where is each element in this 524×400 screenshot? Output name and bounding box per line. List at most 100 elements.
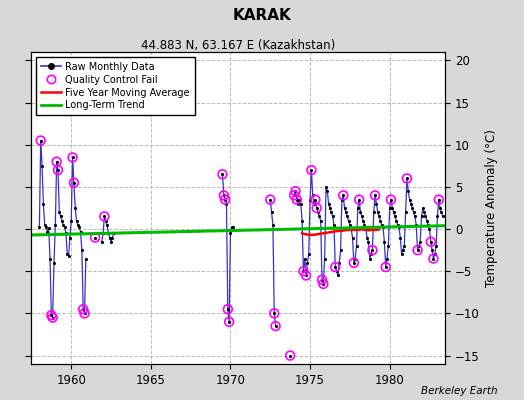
Point [436,205,444,211]
Point [299,268,308,274]
Point [62,230,70,236]
Point [351,255,359,262]
Point [71,205,80,211]
Point [432,243,440,249]
Point [347,226,355,232]
Point [387,196,395,203]
Point [67,218,75,224]
Point [286,352,294,359]
Point [429,255,438,262]
Point [350,260,358,266]
Point [292,196,301,203]
Text: Berkeley Earth: Berkeley Earth [421,386,498,396]
Point [301,255,309,262]
Text: KARAK: KARAK [233,8,291,23]
Point [383,255,391,262]
Point [389,209,398,216]
Point [219,171,227,178]
Point [107,238,115,245]
Point [350,260,358,266]
Point [332,268,341,274]
Point [79,306,88,312]
Point [43,228,51,235]
Point [427,238,435,245]
Point [364,238,373,245]
Point [403,175,411,182]
Point [72,218,81,224]
Point [47,312,56,318]
Point [339,192,347,198]
Point [39,200,48,207]
Point [47,312,56,318]
Point [399,247,407,253]
Point [50,260,58,266]
Point [366,255,374,262]
Point [346,222,354,228]
Point [266,196,275,203]
Point [51,222,60,228]
Point [77,228,85,235]
Point [45,225,53,232]
Point [414,243,423,249]
Point [334,272,342,279]
Point [290,192,298,198]
Point [413,247,422,253]
Point [371,192,379,198]
Point [403,175,411,182]
Point [52,158,61,165]
Point [413,247,422,253]
Point [70,180,78,186]
Point [105,234,114,241]
Point [82,255,90,262]
Point [316,218,325,224]
Point [354,205,362,211]
Point [344,218,353,224]
Point [75,224,83,230]
Point [437,209,445,216]
Point [60,223,69,230]
Point [319,281,328,287]
Point [304,251,313,258]
Point [307,167,315,173]
Point [294,200,302,207]
Point [225,319,233,325]
Point [103,222,111,228]
Point [226,230,235,236]
Point [401,209,410,216]
Point [104,230,113,236]
Point [266,196,275,203]
Point [80,310,89,317]
Point [419,205,427,211]
Point [356,209,365,216]
Point [343,213,352,220]
Point [57,213,65,220]
Point [63,251,71,258]
Point [326,205,334,211]
Point [267,209,276,216]
Point [292,196,301,203]
Point [323,188,332,194]
Point [423,218,431,224]
Point [411,213,419,220]
Point [377,222,386,228]
Point [271,323,280,329]
Point [327,209,335,216]
Point [368,247,377,253]
Point [408,205,417,211]
Point [270,310,278,317]
Point [309,192,317,198]
Point [367,251,375,258]
Point [433,213,442,220]
Point [387,196,395,203]
Point [311,196,320,203]
Point [42,224,50,230]
Point [102,218,110,224]
Point [290,192,298,198]
Point [298,218,307,224]
Point [314,209,322,216]
Point [312,205,321,211]
Point [291,188,300,194]
Point [359,218,367,224]
Point [363,234,372,241]
Point [380,238,389,245]
